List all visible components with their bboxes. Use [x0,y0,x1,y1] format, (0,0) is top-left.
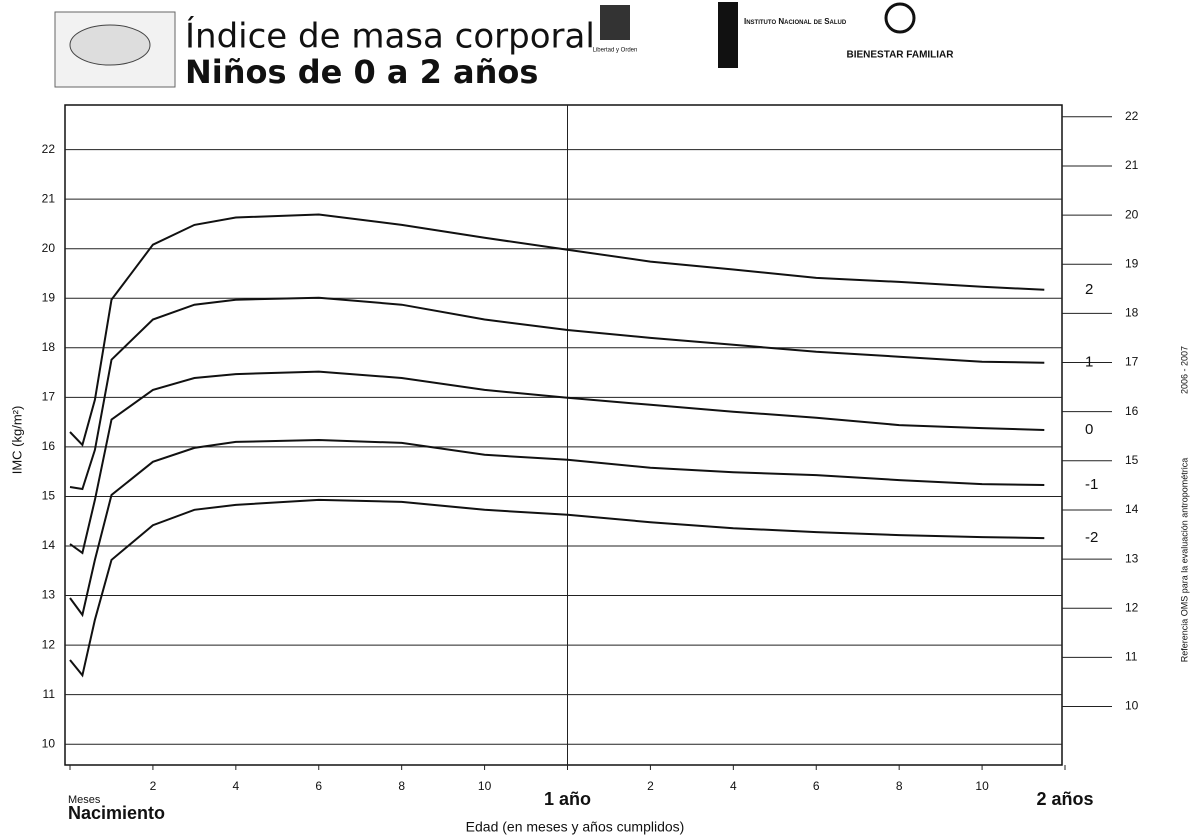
y-tick-label: 20 [42,241,56,255]
y-axis-label: IMC (kg/m²) [9,406,24,475]
baby-icon [69,24,151,66]
y2-tick-label: 20 [1125,207,1139,221]
z-score-curve [69,213,1045,447]
source-years: 2006 - 2007 [1179,346,1189,394]
source-note: Referencia OMS para la evaluación antrop… [1179,458,1189,663]
y-tick-label: 10 [42,736,56,750]
header: Índice de masa corporal Niños de 0 a 2 a… [54,2,954,91]
y2-tick-label: 21 [1125,158,1139,172]
y2-tick-label: 12 [1125,600,1139,614]
y2-tick-label: 18 [1125,306,1139,320]
logo-text: BIENESTAR FAMILIAR [846,50,954,61]
y-tick-label: 19 [42,290,56,304]
curve-label: -1 [1085,476,1098,493]
y-tick-label: 11 [43,687,56,701]
z-score-curve [69,370,1045,555]
y-tick-label: 14 [42,538,56,552]
chart-title: Índice de masa corporal [185,16,595,57]
curve-label: 0 [1085,421,1093,438]
x-tick-label: 6 [315,779,322,793]
y-tick-label: 12 [42,637,56,651]
y2-tick-label: 11 [1125,650,1138,664]
x-tick-label: Nacimiento [68,803,165,823]
curve-label: -2 [1085,529,1098,546]
logo-text: Libertad y Orden [593,48,638,54]
y-tick-label: 22 [42,142,56,156]
y2-tick-label: 16 [1125,404,1139,418]
y2-tick-label: 13 [1125,551,1139,565]
z-score-curve [69,438,1045,618]
y-tick-label: 17 [42,390,56,404]
plot-frame [64,104,1063,766]
x-tick-label: 2 años [1036,789,1093,809]
curve-label: 2 [1085,281,1093,298]
y2-tick-label: 17 [1125,355,1139,369]
shield-logo [600,5,630,40]
z-score-curve [69,296,1045,491]
y2-tick-label: 19 [1125,256,1139,270]
ins-logo [718,2,738,68]
y-tick-label: 16 [42,439,56,453]
y-tick-label: 13 [42,588,56,602]
x-tick-label: 2 [150,779,157,793]
logo-text: Instituto Nacional de Salud [744,17,847,26]
icbf-logo [884,2,916,34]
y2-tick-label: 14 [1125,502,1139,516]
x-tick-label: 8 [896,779,903,793]
x-tick-label: 10 [975,779,989,793]
x-tick-label: 4 [232,779,239,793]
x-tick-label: 1 año [544,789,591,809]
y2-tick-label: 10 [1125,699,1139,713]
y-tick-label: 15 [42,489,56,503]
curve-label: 1 [1085,354,1093,371]
x-unit-label: Meses [68,794,101,806]
x-tick-label: 6 [813,779,820,793]
y2-tick-label: 22 [1125,109,1139,123]
x-tick-label: 4 [730,779,737,793]
x-tick-label: 2 [647,779,654,793]
x-tick-label: 8 [398,779,405,793]
z-score-curve [69,498,1045,678]
y-tick-label: 18 [42,340,56,354]
x-tick-label: 10 [478,779,492,793]
y-tick-label: 21 [42,191,56,205]
chart-subtitle: Niños de 0 a 2 años [185,53,538,91]
y2-tick-label: 15 [1125,453,1139,467]
x-axis-label: Edad (en meses y años cumplidos) [466,819,685,835]
